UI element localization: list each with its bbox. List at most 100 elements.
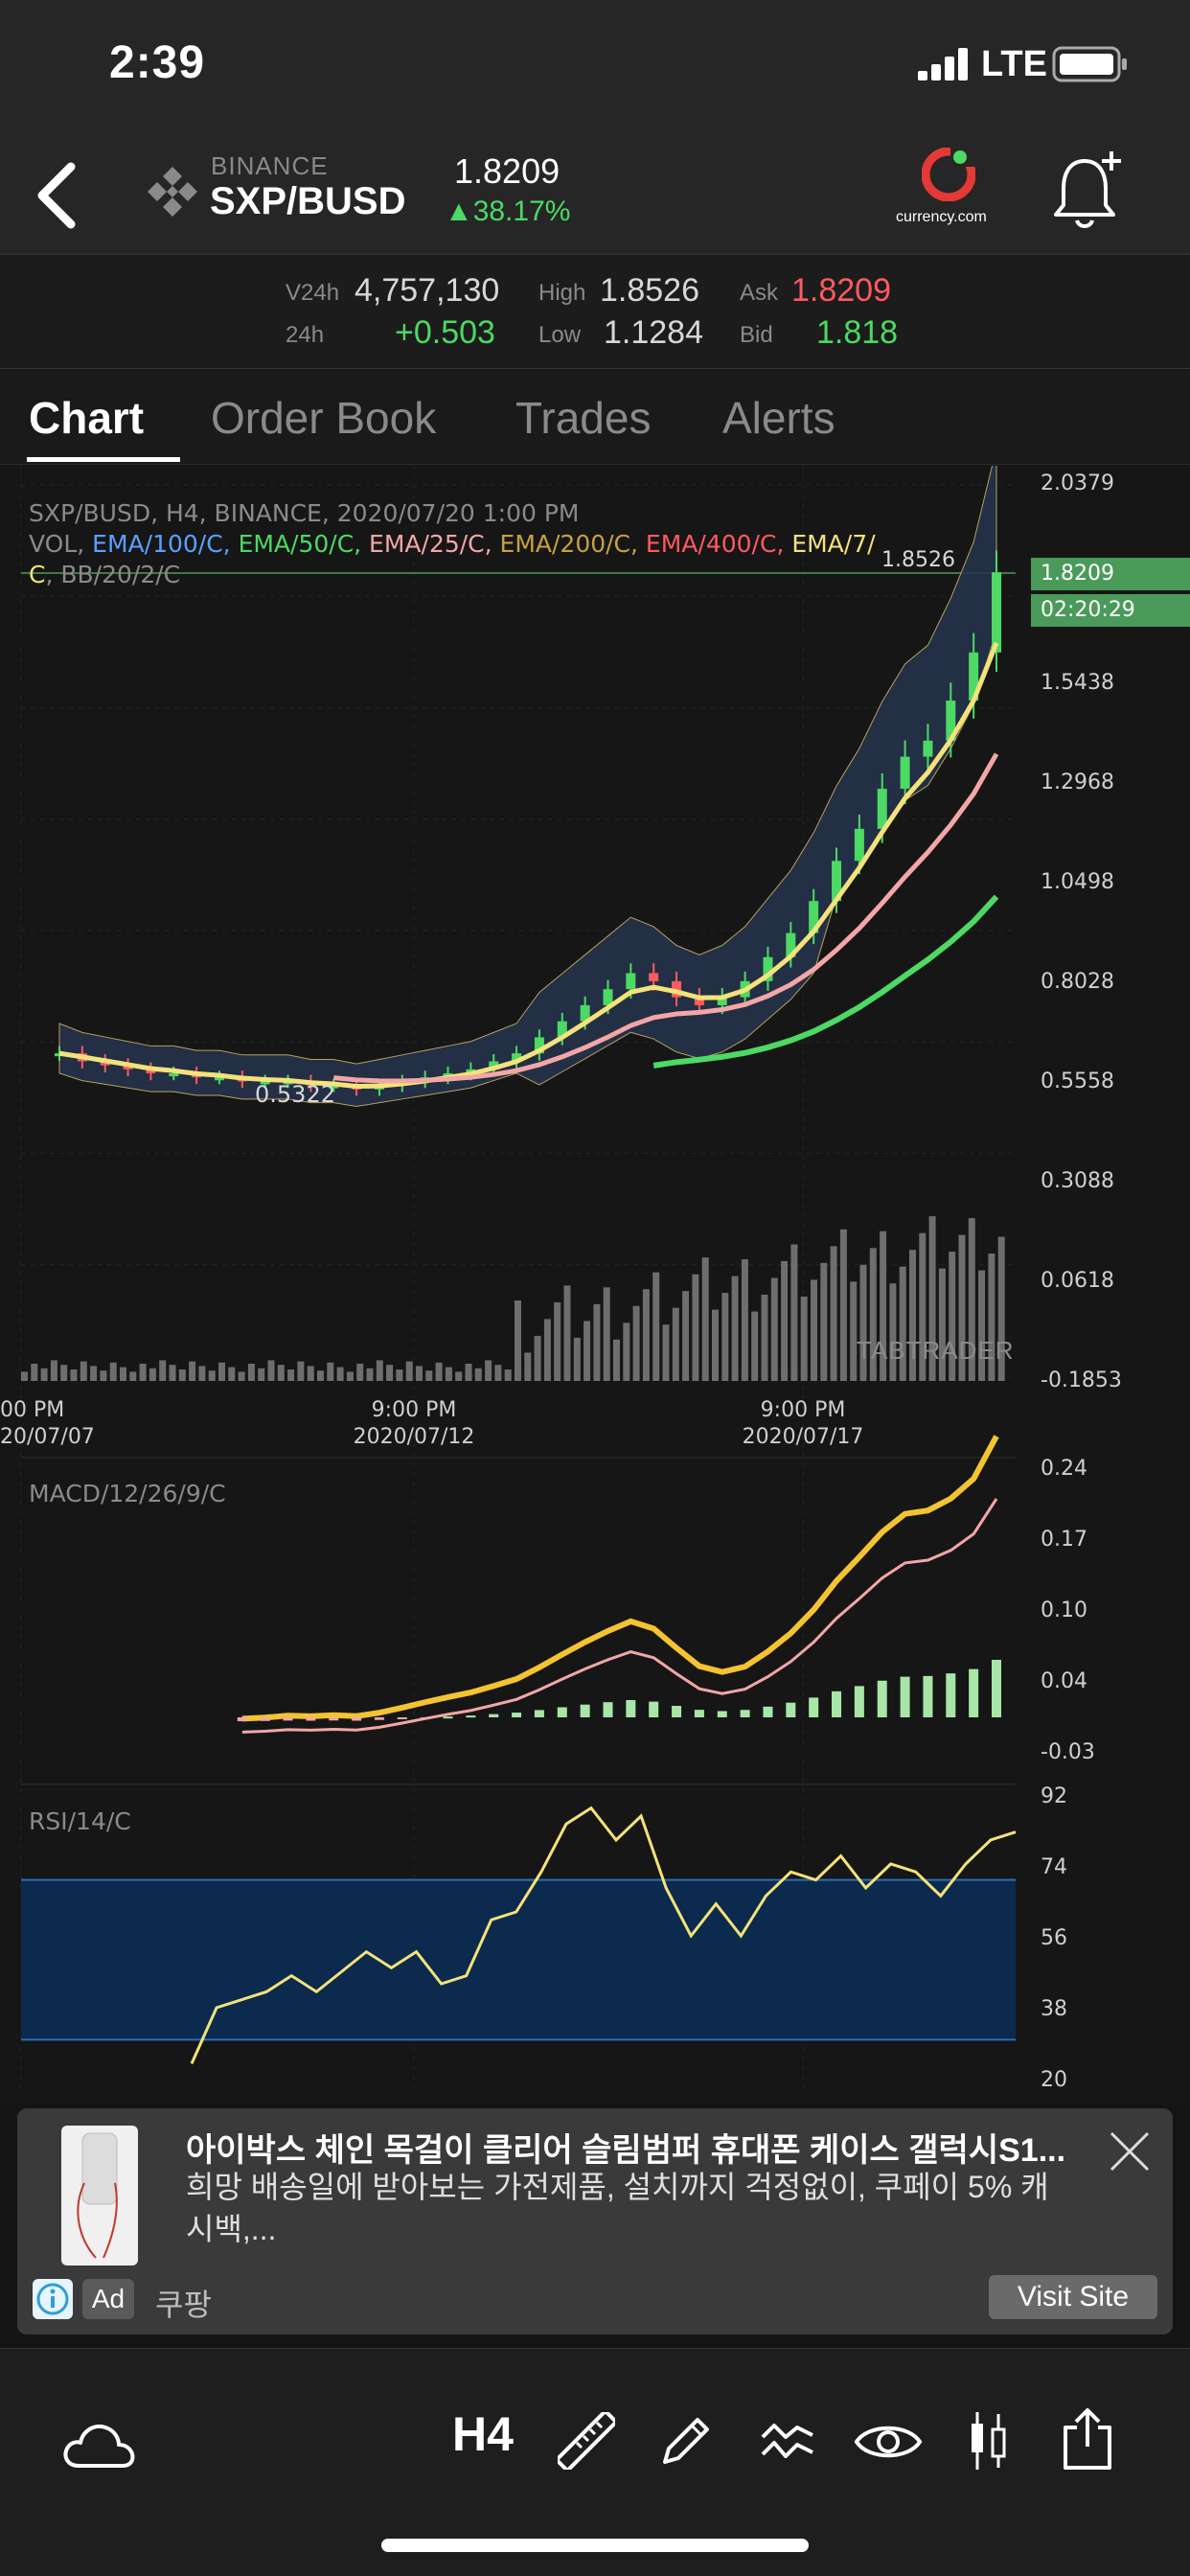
bid-value: 1.818 (816, 314, 899, 351)
candle-body (832, 861, 842, 902)
sponsor-label[interactable]: currency.com (896, 209, 987, 225)
tab-trades[interactable]: Trades (515, 393, 652, 443)
volume-bar (603, 1287, 610, 1381)
header-change: ▲38.17% (445, 196, 571, 227)
candle-body (466, 1069, 476, 1074)
volume-bar (859, 1264, 867, 1381)
volume-bar (790, 1244, 798, 1381)
volume-bar (584, 1321, 591, 1381)
bottom-toolbar: H4 (0, 2348, 1190, 2576)
rsi-axis-label: 92 (1041, 1784, 1067, 1808)
volume-bar (593, 1303, 601, 1381)
macd-axis-label: -0.03 (1041, 1740, 1095, 1764)
candle-body (512, 1053, 522, 1062)
macd-histogram-bar (443, 1716, 453, 1719)
ad-banner[interactable]: 아이박스 체인 목걸이 클리어 슬림범퍼 휴대폰 케이스 갤럭시S1... 희망… (17, 2108, 1173, 2334)
price-axis-label: 0.0618 (1041, 1269, 1114, 1293)
low-label: Low (538, 322, 582, 348)
date-label: 9:00 PM 2020/07/17 (736, 1397, 870, 1451)
ad-title[interactable]: 아이박스 체인 목걸이 클리어 슬림범퍼 휴대폰 케이스 갤럭시S1... (186, 2132, 1066, 2169)
volume-bar (149, 1368, 156, 1381)
macd-histogram-bar (923, 1675, 933, 1717)
rsi-axis-label: 20 (1041, 2068, 1067, 2092)
macd-histogram-bar (397, 1717, 407, 1719)
change24h-value: +0.503 (395, 314, 495, 351)
macd-signal-line (241, 1498, 998, 1734)
macd-histogram-bar (832, 1690, 842, 1717)
cloud-icon[interactable] (61, 2420, 136, 2470)
candle-body (946, 701, 956, 741)
tab-chart[interactable]: Chart (29, 393, 145, 443)
volume-bar (159, 1360, 167, 1381)
macd-histogram-bar (420, 1717, 430, 1719)
header-price: 1.8209 (454, 151, 561, 191)
candle-body (992, 572, 1001, 653)
volume-bar (120, 1367, 126, 1381)
volume-bar (968, 1218, 975, 1381)
ad-description[interactable]: 희망 배송일에 받아보는 가전제품, 설치까지 걱정없이, 쿠페이 5% 캐시백… (186, 2170, 1049, 2246)
legend-indicators-2: C, BB/20/2/C (29, 560, 1025, 590)
candle-body (923, 740, 933, 757)
rsi-line (190, 1806, 1017, 2064)
ad-product-image[interactable] (61, 2126, 138, 2266)
volume-bar (435, 1362, 443, 1381)
volume-bar (465, 1364, 472, 1381)
legend-ema7-suffix: C (29, 561, 46, 588)
rsi-axis-label: 38 (1041, 1997, 1067, 2021)
candle-body (214, 1077, 224, 1081)
currency-com-logo-icon[interactable] (922, 148, 975, 201)
volume-bar (474, 1368, 482, 1381)
macd-histogram-bar (969, 1668, 979, 1717)
ruler-icon[interactable] (558, 2412, 615, 2470)
volume-bar (169, 1365, 176, 1381)
volume-bar (919, 1232, 927, 1381)
macd-histogram-bar (489, 1714, 499, 1717)
macd-label: MACD/12/26/9/C (29, 1480, 226, 1507)
macd-histogram-bar (854, 1686, 864, 1717)
tab-alerts[interactable]: Alerts (722, 393, 835, 443)
pair-name[interactable]: SXP/BUSD (210, 180, 406, 222)
timeframe-selector[interactable]: H4 (452, 2407, 514, 2461)
add-alert-bell-icon[interactable] (1048, 148, 1129, 236)
volume-bar (534, 1335, 541, 1381)
macd-histogram-bar (557, 1707, 567, 1717)
volume-bar (317, 1370, 324, 1381)
volume-bar (869, 1248, 877, 1381)
share-icon[interactable] (1062, 2406, 1113, 2472)
macd-histogram-bar (374, 1717, 384, 1720)
volume-bar (21, 1371, 28, 1381)
macd-histogram-bar (877, 1680, 887, 1717)
volume-bar (721, 1293, 729, 1381)
eye-icon[interactable] (853, 2420, 924, 2464)
macd-histogram-bar (992, 1660, 1001, 1717)
ad-close-icon[interactable] (1106, 2128, 1154, 2175)
date-label: 9:00 PM 2020/07/12 (347, 1397, 481, 1451)
macd-histogram-bar (900, 1676, 910, 1717)
volume-bar (208, 1370, 216, 1381)
volume-bar (741, 1259, 748, 1381)
macd-histogram-bar (306, 1717, 316, 1721)
market-stats: V24h 4,757,130 24h +0.503 High 1.8526 Lo… (0, 254, 1190, 369)
candle-body (580, 1004, 590, 1022)
chart-svg[interactable] (0, 466, 1190, 2104)
candlestick-icon[interactable] (968, 2408, 1010, 2473)
home-indicator[interactable] (381, 2539, 809, 2552)
volume-bar (554, 1301, 561, 1381)
pencil-icon[interactable] (657, 2412, 713, 2470)
volume-bar (307, 1366, 314, 1381)
candle-body (283, 1081, 293, 1085)
macd-histogram-bar (237, 1717, 247, 1722)
ad-info-icon[interactable] (33, 2279, 73, 2319)
back-arrow-icon[interactable] (29, 157, 86, 234)
volume-bar (761, 1295, 768, 1381)
tab-order-book[interactable]: Order Book (211, 393, 437, 443)
chart-canvas[interactable]: SXP/BUSD, H4, BINANCE, 2020/07/20 1:00 P… (0, 466, 1190, 2104)
volume-bar (405, 1361, 413, 1381)
volume-bar (425, 1370, 433, 1381)
rsi-band (21, 1879, 1016, 2040)
volume-bar (889, 1283, 897, 1381)
volume-bar (327, 1362, 334, 1381)
ad-visit-button[interactable]: Visit Site (989, 2275, 1157, 2319)
indicators-icon[interactable] (759, 2416, 816, 2466)
volume-bar (60, 1365, 68, 1381)
